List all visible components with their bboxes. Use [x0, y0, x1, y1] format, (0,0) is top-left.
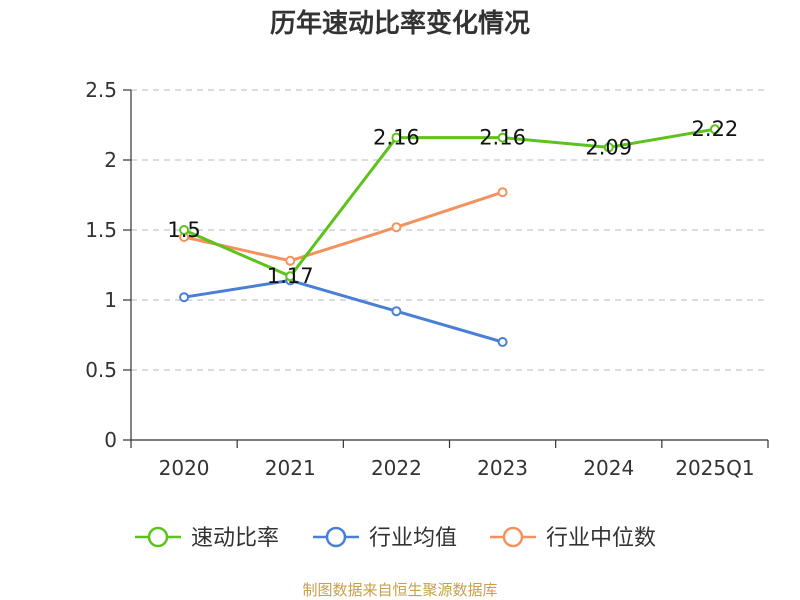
legend-item-0[interactable]: 速动比率	[135, 526, 279, 551]
legend-item-1[interactable]: 行业均值	[313, 526, 457, 551]
legend[interactable]: 速动比率 行业均值 行业中位数	[135, 526, 656, 551]
y-tick-label: 0	[104, 428, 117, 452]
series-0-point-4[interactable]	[603, 142, 614, 153]
y-tick-label: 2	[104, 148, 117, 172]
grid-lines	[131, 89, 768, 371]
data-label-0: 1.5	[167, 218, 200, 242]
y-tick-label: 1	[104, 288, 117, 312]
x-tick-label: 2023	[477, 456, 528, 480]
series-2-point-2[interactable]	[391, 222, 402, 233]
series-2-point-3[interactable]	[497, 187, 508, 198]
legend-swatch-marker	[325, 526, 347, 548]
legend-label: 行业中位数	[546, 526, 656, 551]
data-label-5: 2.22	[692, 117, 739, 141]
y-tick-label: 0.5	[85, 358, 117, 382]
data-label-2: 2.16	[373, 126, 420, 150]
series-1-point-2[interactable]	[391, 306, 402, 317]
data-label-1: 1.17	[267, 264, 314, 288]
series-0-point-2[interactable]	[391, 132, 402, 143]
x-tick-label: 2024	[583, 456, 634, 480]
series-0-point-1[interactable]	[285, 271, 296, 282]
x-tick-label: 2021	[265, 456, 316, 480]
data-labels: 1.5 1.17 2.16 2.16 2.09 2.22	[167, 117, 738, 288]
series-line-0	[183, 127, 716, 278]
series-1-point-3[interactable]	[497, 337, 508, 347]
series-group	[179, 124, 720, 347]
series-2-point-1[interactable]	[285, 255, 296, 266]
series-1-point-0[interactable]	[179, 292, 190, 303]
source-note: 制图数据来自恒生聚源数据库	[302, 581, 497, 599]
data-label-4: 2.09	[585, 135, 632, 159]
x-tick-label: 2020	[159, 456, 210, 480]
legend-label: 速动比率	[191, 526, 279, 551]
y-tick-label: 2.5	[85, 78, 117, 102]
series-0-point-5[interactable]	[709, 124, 720, 135]
x-tick-label: 2022	[371, 456, 422, 480]
series-line-1	[183, 278, 504, 344]
series-0-point-0[interactable]	[179, 225, 190, 235]
y-tick-label: 1.5	[85, 218, 117, 242]
legend-swatch-marker	[502, 526, 524, 548]
x-tick-label: 2025Q1	[675, 456, 754, 480]
data-label-3: 2.16	[479, 126, 526, 150]
axes: 0 0.5 1 1.5 2 2.5 2020 2021 2022 2023 2024 2025Q1	[85, 78, 769, 480]
legend-label: 行业均值	[369, 526, 457, 551]
series-line-2	[183, 190, 504, 263]
legend-item-2[interactable]: 行业中位数	[490, 526, 656, 551]
chart-title: 历年速动比率变化情况	[270, 8, 530, 39]
legend-swatch-marker	[147, 526, 169, 548]
series-0-point-3[interactable]	[497, 132, 508, 143]
